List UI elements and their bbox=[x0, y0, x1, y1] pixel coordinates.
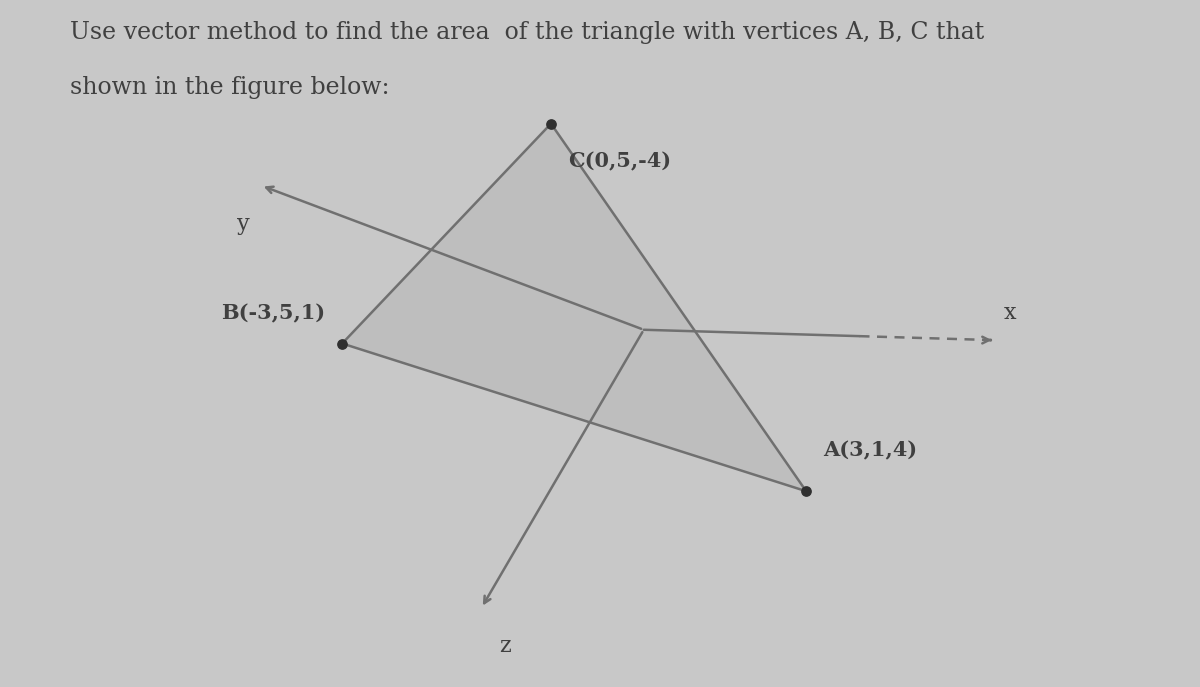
Text: C(0,5,-4): C(0,5,-4) bbox=[569, 151, 672, 171]
Text: A(3,1,4): A(3,1,4) bbox=[823, 440, 918, 460]
Text: y: y bbox=[236, 213, 250, 235]
Point bbox=[332, 338, 352, 349]
Point bbox=[797, 486, 816, 497]
Text: Use vector method to find the area  of the triangle with vertices A, B, C that: Use vector method to find the area of th… bbox=[70, 21, 984, 43]
Point bbox=[541, 118, 560, 129]
Text: z: z bbox=[499, 635, 510, 657]
Polygon shape bbox=[342, 124, 806, 491]
Text: x: x bbox=[1003, 302, 1016, 324]
Text: shown in the figure below:: shown in the figure below: bbox=[70, 76, 389, 98]
Text: B(-3,5,1): B(-3,5,1) bbox=[221, 303, 325, 323]
